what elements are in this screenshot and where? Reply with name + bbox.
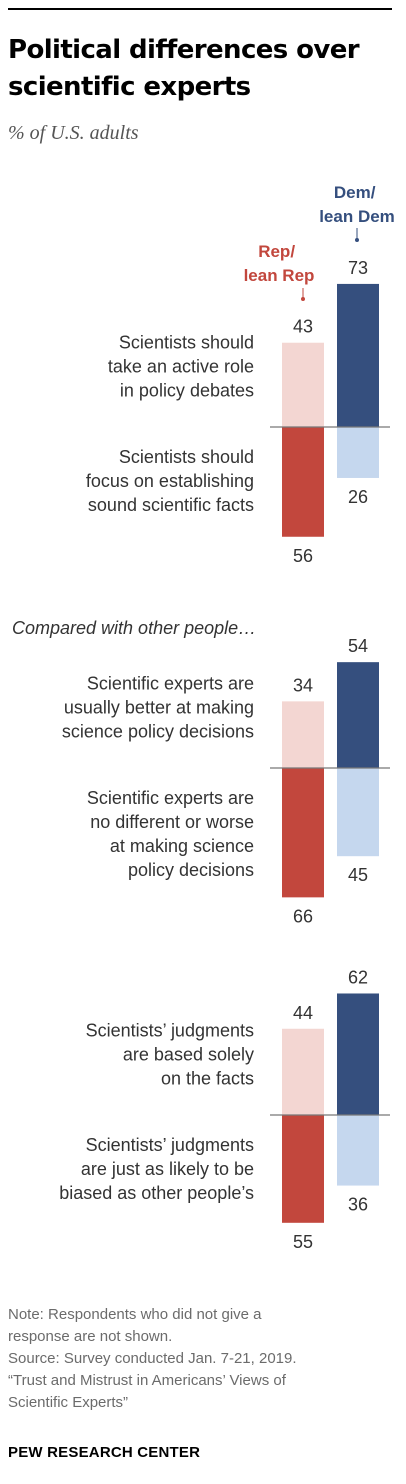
- bar-rep-bottom: [282, 768, 324, 898]
- bar-dem-top: [337, 662, 379, 768]
- legend-rep-dot: [301, 297, 305, 301]
- value-label-dem-bottom: 45: [348, 865, 368, 885]
- value-label-rep-bottom: 66: [293, 906, 313, 926]
- note-line: Note: Respondents who did not give a: [8, 1306, 262, 1323]
- legend: Dem/ lean Dem Rep/ lean Rep: [244, 183, 395, 301]
- legend-dem-line: lean Dem: [319, 207, 395, 226]
- chart-panel-2: Compared with other people… 34 54 66 45 Scien…: [12, 618, 390, 926]
- bar-rep-top: [282, 342, 324, 427]
- category-label-bottom: Scientists should: [119, 447, 254, 467]
- legend-rep-label: Rep/ lean Rep: [244, 242, 315, 285]
- value-label-dem-top: 73: [348, 258, 368, 278]
- value-label-rep-top: 34: [293, 675, 313, 695]
- footer-brand: PEW RESEARCH CENTER: [8, 1444, 201, 1461]
- chart-panel-1: 43 73 56 26 Scientists should take an active …: [86, 258, 390, 566]
- note-line: Scientific Experts”: [8, 1394, 129, 1411]
- value-label-rep-bottom: 55: [293, 1232, 313, 1252]
- category-label-bottom: are just as likely to be: [81, 1159, 254, 1179]
- bar-dem-bottom: [337, 768, 379, 857]
- category-label-top: Scientific experts are: [87, 674, 254, 694]
- category-label-bottom: focus on establishing: [86, 471, 254, 491]
- diverging-bar-chart: Dem/ lean Dem Rep/ lean Rep 43 73 56 26 Scie…: [12, 183, 395, 1252]
- bar-rep-top: [282, 1028, 324, 1115]
- value-label-rep-top: 44: [293, 1003, 313, 1023]
- top-rule: [8, 8, 392, 10]
- note-line: response are not shown.: [8, 1328, 173, 1345]
- value-label-dem-top: 54: [348, 636, 368, 656]
- category-label-top: on the facts: [161, 1069, 254, 1089]
- category-label-bottom: biased as other people’s: [59, 1183, 254, 1203]
- category-label-top: Scientists’ judgments: [86, 1021, 254, 1041]
- value-label-dem-bottom: 26: [348, 487, 368, 507]
- legend-dem-dot: [355, 238, 359, 242]
- category-label-top: usually better at making: [64, 698, 254, 718]
- category-label-top: science policy decisions: [62, 722, 254, 742]
- note-line: “Trust and Mistrust in Americans’ Views …: [8, 1372, 286, 1389]
- source-note: Note: Respondents who did not give a res…: [8, 1304, 400, 1414]
- category-label-top: are based solely: [123, 1045, 254, 1065]
- chart-subtitle: % of U.S. adults: [8, 122, 139, 144]
- legend-dem-line: Dem/: [334, 183, 376, 202]
- category-label-top: Scientists should: [119, 333, 254, 353]
- category-label-bottom: at making science: [110, 836, 254, 856]
- note-line: Source: Survey conducted Jan. 7-21, 2019…: [8, 1350, 297, 1367]
- legend-rep-line: Rep/: [258, 242, 295, 261]
- value-label-dem-top: 62: [348, 967, 368, 987]
- value-label-dem-bottom: 36: [348, 1195, 368, 1215]
- category-label-bottom: no different or worse: [90, 812, 254, 832]
- category-label-bottom: sound scientific facts: [88, 495, 254, 515]
- chart-panel-3: 44 62 55 36 Scientists’ judgments are based s…: [59, 967, 390, 1252]
- title-line: scientific experts: [8, 72, 251, 102]
- chart-title: Political differences over scientific ex…: [8, 32, 398, 106]
- value-label-rep-top: 43: [293, 317, 313, 337]
- panel-intro: Compared with other people…: [12, 618, 256, 638]
- value-label-rep-bottom: 56: [293, 546, 313, 566]
- category-label-top: take an active role: [108, 357, 254, 377]
- category-label-bottom: Scientists’ judgments: [86, 1135, 254, 1155]
- title-line: Political differences over: [8, 35, 360, 65]
- category-label-top: in policy debates: [120, 381, 254, 401]
- legend-dem-label: Dem/ lean Dem: [319, 183, 395, 226]
- category-label-bottom: policy decisions: [128, 860, 254, 880]
- category-label-bottom: Scientific experts are: [87, 788, 254, 808]
- legend-rep-line: lean Rep: [244, 266, 315, 285]
- bar-dem-bottom: [337, 1115, 379, 1186]
- bar-dem-bottom: [337, 427, 379, 478]
- bar-rep-bottom: [282, 1115, 324, 1223]
- bar-rep-bottom: [282, 427, 324, 537]
- bar-dem-top: [337, 283, 379, 427]
- bar-rep-top: [282, 701, 324, 768]
- bar-dem-top: [337, 993, 379, 1115]
